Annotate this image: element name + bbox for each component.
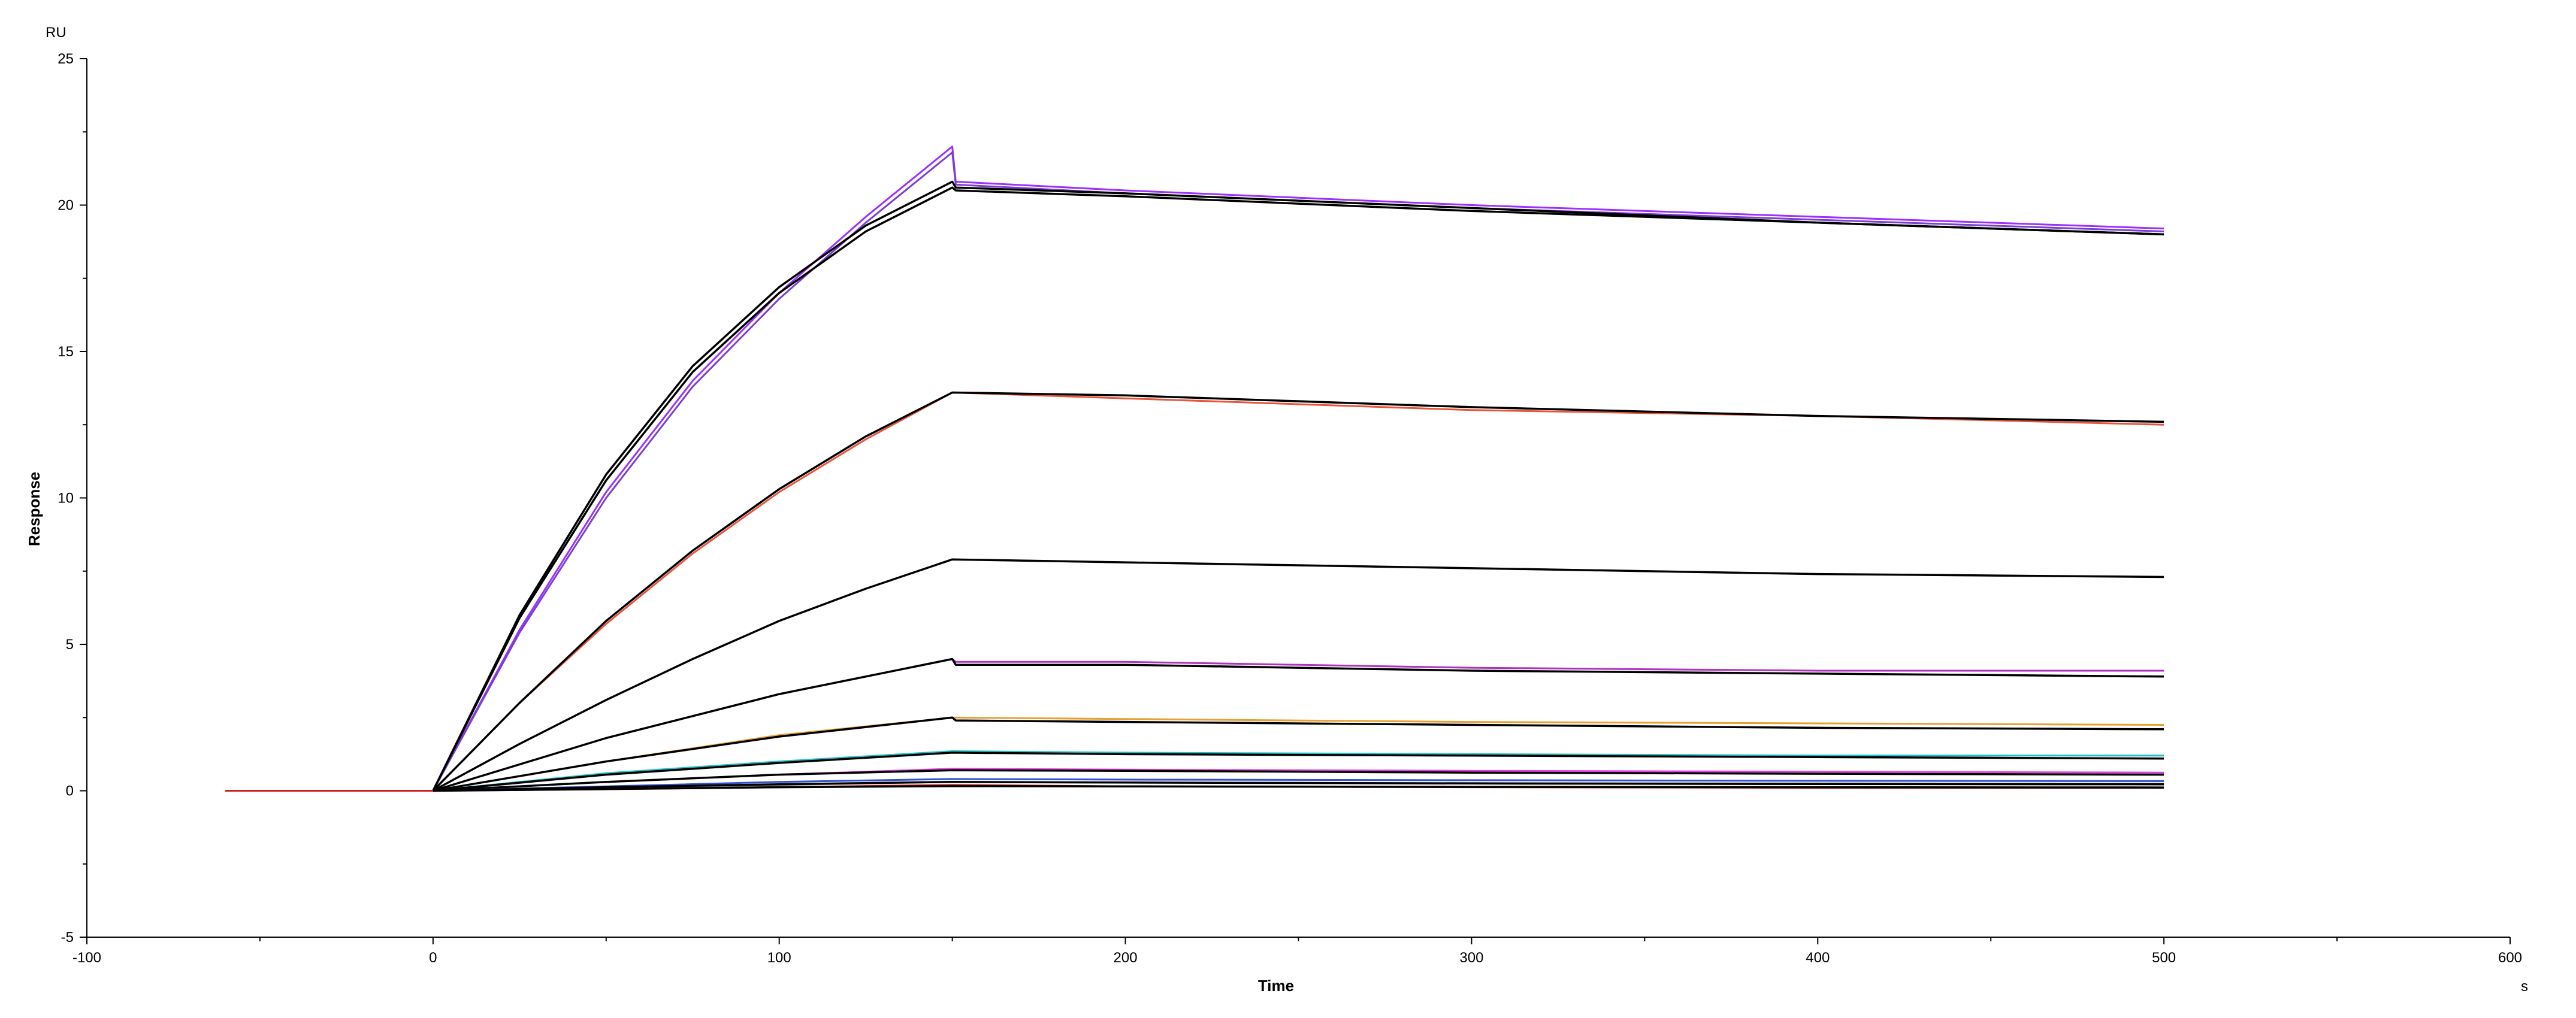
y-tick-label: 0: [66, 783, 74, 799]
y-tick-label: 20: [58, 198, 74, 214]
x-tick-label: 100: [767, 950, 791, 966]
series-line-8: [433, 558, 2164, 792]
y-axis-label: Response: [25, 472, 43, 546]
y-unit-label: RU: [46, 25, 66, 41]
series-line-20: [433, 781, 2164, 792]
y-tick-label: 10: [58, 490, 74, 507]
y-tick-label: -5: [61, 929, 74, 946]
y-tick-label: 25: [58, 51, 74, 67]
series-line-4: [432, 186, 2164, 792]
y-tick-label: 15: [58, 344, 74, 360]
series-line-14: [433, 752, 2164, 792]
series-line-21: [433, 784, 2164, 792]
y-tick-label: 5: [66, 637, 74, 653]
series-layer: [225, 146, 2164, 792]
x-axis-label: Time: [1258, 977, 1294, 995]
x-unit-label: s: [2521, 978, 2528, 995]
series-line-3: [432, 180, 2164, 792]
x-tick-label: 200: [1114, 950, 1138, 966]
x-tick-label: 600: [2498, 950, 2522, 966]
series-line-10: [433, 658, 2164, 792]
x-tick-label: 300: [1459, 950, 1483, 966]
x-tick-label: -100: [72, 950, 101, 966]
x-tick-label: 0: [429, 950, 437, 966]
series-line-1: [225, 146, 2164, 792]
axis-ticks: -100 0 100 200 300 400 500 600 -5 0 5 10 15 20 25: [58, 51, 2522, 966]
plot-area: -100 0 100 200 300 400 500 600 -5 0 5 10 15 20 25: [58, 51, 2522, 966]
series-line-6: [432, 391, 2164, 792]
series-line-16: [433, 769, 2164, 792]
x-tick-label: 400: [1806, 950, 1830, 966]
series-line-2: [225, 152, 2164, 792]
series-line-12: [433, 716, 2164, 792]
x-tick-label: 500: [2152, 950, 2176, 966]
series-line-5: [225, 392, 2164, 792]
